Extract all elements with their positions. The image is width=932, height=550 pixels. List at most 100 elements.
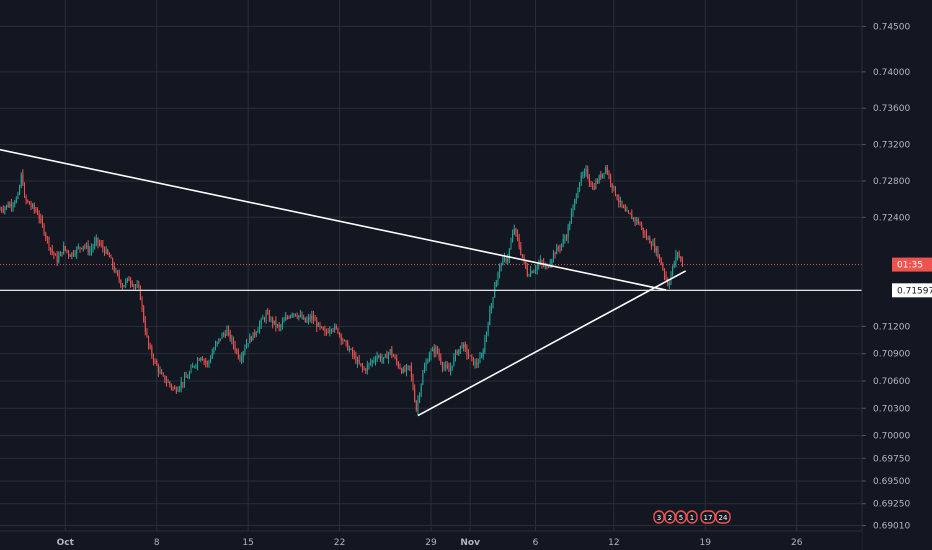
candle-body-130	[211, 353, 213, 359]
candle-body-415	[677, 252, 679, 256]
candle-body-135	[219, 338, 221, 340]
candle-body-305	[497, 273, 499, 282]
candle-body-85	[138, 285, 140, 287]
candle-body-331	[539, 260, 541, 264]
candle-body-414	[675, 255, 677, 264]
candle-body-187	[304, 317, 306, 322]
candle-body-34	[55, 254, 57, 256]
candle-body-340	[554, 252, 556, 255]
time-axis[interactable]	[0, 531, 862, 550]
candle-body-395	[644, 233, 646, 235]
candle-body-35	[56, 254, 58, 263]
candle-body-195	[317, 323, 319, 327]
candle-body-61	[99, 243, 101, 245]
candle-body-360	[587, 169, 589, 178]
candle-body-26	[41, 218, 43, 225]
candle-body-30	[48, 238, 50, 248]
candle-body-140	[228, 329, 230, 332]
candle-body-254	[414, 389, 416, 402]
candle-body-263	[428, 355, 430, 362]
candle-body-98	[159, 371, 161, 373]
candle-body-206	[335, 326, 337, 329]
candle-body-172	[280, 325, 282, 327]
candle-body-164	[267, 312, 269, 314]
price-axis[interactable]	[862, 0, 932, 550]
candle-body-16	[25, 196, 27, 201]
candle-body-188	[306, 319, 308, 322]
candle-body-200	[326, 331, 328, 333]
candle-body-45	[72, 252, 74, 255]
candle-body-5	[7, 205, 9, 207]
candle-body-102	[166, 381, 168, 383]
candle-body-71	[115, 271, 117, 273]
event-marker-bg-1	[664, 510, 676, 524]
candle-body-83	[135, 285, 137, 287]
candle-body-12	[19, 186, 21, 195]
candle-body-203	[330, 329, 332, 331]
candle-body-314	[512, 233, 514, 242]
candle-body-185	[301, 314, 303, 319]
descending-trendline	[0, 148, 667, 291]
candle-body-293	[477, 362, 479, 364]
candle-body-292	[476, 362, 478, 364]
candle-body-257	[419, 394, 421, 401]
candle-body-370	[603, 172, 605, 174]
candle-body-336	[548, 266, 550, 268]
candle-body-365	[595, 181, 597, 189]
candle-body-122	[198, 359, 200, 361]
candle-body-193	[314, 320, 316, 322]
candle-body-383	[624, 207, 626, 212]
candle-body-136	[221, 334, 223, 339]
time-tick-label-8: 19	[700, 538, 712, 548]
candle-body-267	[435, 347, 437, 353]
grid	[0, 0, 862, 531]
candle-body-146	[237, 350, 239, 358]
candle-body-179	[291, 313, 293, 316]
support-price-label: 0.71597	[897, 286, 932, 296]
candle-body-237	[386, 354, 388, 359]
candle-body-407	[663, 269, 665, 276]
candle-body-412	[672, 266, 674, 275]
candle-body-56	[90, 248, 92, 251]
candle-body-17	[27, 200, 29, 202]
candle-body-296	[482, 351, 484, 357]
candle-body-359	[585, 169, 587, 172]
candle-body-366	[597, 181, 599, 183]
candle-body-278	[453, 356, 455, 366]
candle-body-310	[505, 257, 507, 261]
candle-body-413	[673, 263, 675, 267]
candle-body-44	[71, 252, 73, 257]
price-axis-ticks: 0.74500 0.74000 0.73600 0.73200 0.72800 0.724…	[862, 22, 910, 532]
candle-body-101	[164, 375, 166, 382]
candle-body-142	[231, 338, 233, 340]
event-marker-bg-2	[675, 510, 687, 524]
candle-body-404	[659, 256, 661, 258]
candle-body-31	[50, 247, 52, 250]
candle-body-268	[437, 347, 439, 354]
candle-body-282	[459, 345, 461, 350]
candle-body-325	[530, 271, 532, 276]
price-tick-label-8: 0.70600	[873, 377, 910, 387]
candle-body-224	[365, 369, 367, 371]
candle-body-36	[58, 256, 60, 263]
candle-body-149	[242, 352, 244, 358]
candle-body-306	[499, 266, 501, 274]
event-marker-text-4: 17	[704, 514, 713, 522]
candle-body-121	[197, 359, 199, 366]
candle-body-209	[340, 334, 342, 341]
candle-body-258	[420, 384, 422, 395]
candle-body-329	[536, 265, 538, 270]
candle-body-358	[583, 171, 585, 175]
candle-body-253	[412, 376, 414, 390]
candle-body-123	[200, 357, 202, 361]
candle-body-37	[59, 252, 61, 257]
price-tick-label-11: 0.69750	[873, 454, 910, 464]
price-tick-label-4: 0.72800	[873, 177, 910, 187]
candle-body-303	[494, 287, 496, 298]
candle-body-171	[278, 324, 280, 327]
candle-body-128	[208, 360, 210, 364]
candle-body-312	[508, 249, 510, 259]
candle-body-338	[551, 259, 553, 264]
candle-body-384	[626, 210, 628, 212]
